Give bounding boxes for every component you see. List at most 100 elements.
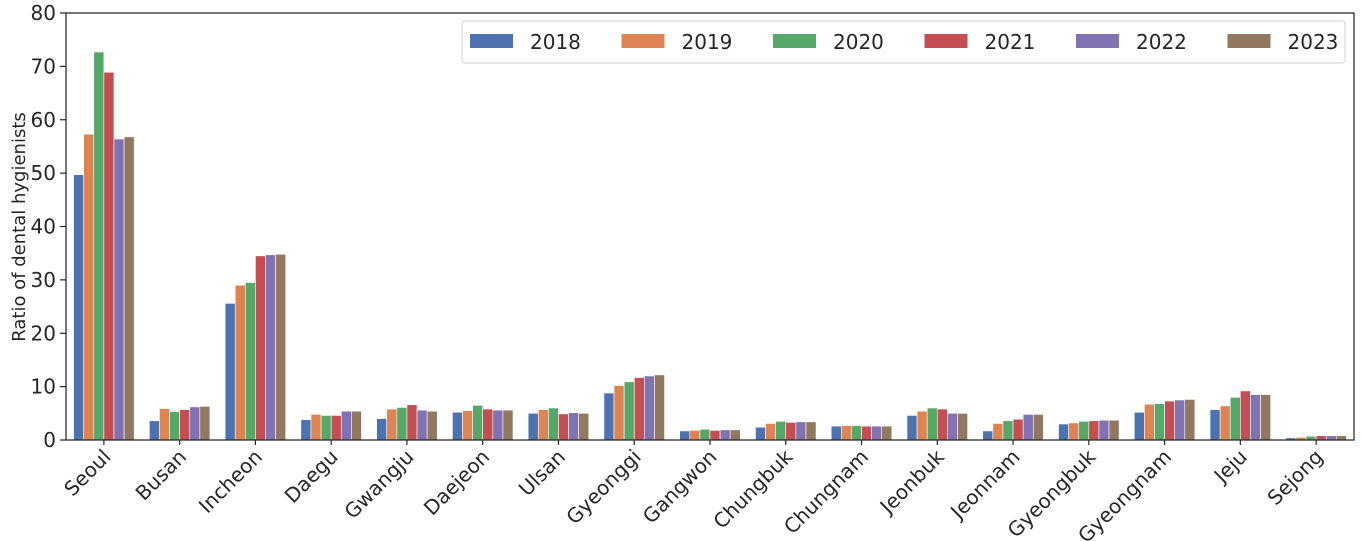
bar-daegu-2021 — [330, 415, 342, 441]
bar-incheon-2019 — [234, 284, 246, 441]
bar-jeonbuk-2019 — [916, 410, 928, 441]
bar-gangwon-2018 — [679, 430, 691, 441]
bar-jeonbuk-2021 — [936, 408, 948, 441]
bar-seoul-2018 — [73, 174, 84, 441]
x-tick-label-seoul: Seoul — [59, 445, 115, 501]
bar-busan-2018 — [149, 420, 160, 441]
x-tick-label-jeonnam: Jeonnam — [944, 445, 1024, 525]
bar-gangwon-2019 — [689, 430, 701, 441]
legend-swatch-2023 — [1227, 34, 1271, 48]
bar-jeonnam-2021 — [1012, 418, 1024, 441]
legend-swatch-2019 — [621, 34, 665, 48]
bar-gyeongnam-2022 — [1174, 399, 1186, 441]
bar-gyeongbuk-2018 — [1058, 423, 1069, 441]
x-tick-label-jeonbuk: Jeonbuk — [874, 444, 949, 519]
x-tick-label-sejong: Sejong — [1262, 445, 1327, 510]
legend-label-2018: 2018 — [530, 30, 581, 54]
bar-gyeonggi-2022 — [644, 375, 655, 441]
legend-label-2022: 2022 — [1136, 30, 1187, 54]
bar-chungnam-2019 — [841, 425, 852, 441]
bar-jeonnam-2023 — [1032, 414, 1044, 441]
bar-gyeongnam-2021 — [1164, 400, 1175, 441]
legend-label-2023: 2023 — [1288, 30, 1339, 54]
y-tick-label: 40 — [31, 215, 56, 239]
bar-jeju-2019 — [1219, 405, 1231, 441]
bar-busan-2021 — [179, 409, 191, 441]
bar-gyeonggi-2019 — [613, 385, 625, 441]
bar-gyeonggi-2021 — [633, 377, 645, 441]
bar-jeonnam-2019 — [992, 423, 1004, 441]
bar-busan-2023 — [199, 406, 211, 441]
bar-gwangju-2020 — [396, 407, 408, 441]
bar-jeonbuk-2018 — [906, 415, 918, 441]
bar-ulsan-2018 — [527, 413, 539, 441]
bar-gwangju-2019 — [386, 408, 398, 441]
bar-daejeon-2018 — [452, 411, 463, 441]
x-tick-label-daegu: Daegu — [280, 445, 343, 508]
bar-chungbuk-2018 — [755, 426, 766, 441]
bar-daegu-2018 — [300, 419, 312, 441]
bar-jeonnam-2020 — [1002, 420, 1014, 441]
bar-daegu-2020 — [320, 415, 332, 441]
bar-daejeon-2022 — [492, 409, 504, 441]
bar-jeju-2022 — [1250, 394, 1261, 441]
bar-seoul-2021 — [103, 71, 115, 441]
bar-seoul-2023 — [123, 136, 135, 441]
legend-swatch-2022 — [1076, 34, 1119, 48]
bar-ulsan-2020 — [548, 407, 559, 441]
bar-daegu-2022 — [340, 410, 352, 441]
bar-chungbuk-2022 — [795, 421, 807, 441]
bar-jeju-2023 — [1260, 394, 1271, 441]
y-axis-title: Ratio of dental hygienists — [9, 112, 30, 342]
bar-jeonnam-2022 — [1022, 414, 1034, 441]
bar-gyeongbuk-2022 — [1098, 419, 1110, 441]
bar-gyeongbuk-2021 — [1088, 420, 1100, 441]
bar-chungbuk-2021 — [785, 422, 797, 441]
bar-gyeongnam-2018 — [1133, 411, 1145, 441]
legend-swatch-2021 — [924, 34, 968, 48]
bar-gwangju-2023 — [426, 410, 438, 441]
bar-gwangju-2021 — [406, 404, 418, 441]
bar-gyeonggi-2018 — [603, 392, 615, 441]
bar-gyeonggi-2023 — [654, 374, 665, 441]
legend-label-2019: 2019 — [682, 30, 733, 54]
bar-gwangju-2018 — [376, 418, 388, 441]
bar-gyeongnam-2019 — [1144, 403, 1155, 441]
y-tick-label: 10 — [31, 375, 56, 399]
bar-gyeongnam-2023 — [1184, 399, 1196, 441]
bar-sejong-2023 — [1336, 435, 1347, 441]
bar-incheon-2022 — [265, 254, 276, 441]
bar-seoul-2019 — [83, 133, 95, 441]
legend-label-2021: 2021 — [985, 30, 1036, 54]
y-tick-label: 70 — [31, 54, 56, 78]
bar-busan-2020 — [169, 411, 180, 441]
bar-gangwon-2022 — [719, 429, 731, 441]
bar-chungnam-2018 — [830, 425, 842, 441]
bar-daegu-2023 — [351, 410, 362, 441]
bar-jeju-2021 — [1240, 390, 1251, 441]
bar-seoul-2020 — [93, 51, 105, 441]
bar-jeonbuk-2020 — [926, 407, 938, 441]
y-tick-label: 60 — [31, 108, 56, 132]
bar-gyeongbuk-2019 — [1068, 422, 1080, 441]
x-tick-label-jeju: Jeju — [1208, 445, 1252, 489]
bar-chungbuk-2020 — [775, 421, 787, 441]
bar-ulsan-2022 — [568, 412, 579, 441]
bar-incheon-2018 — [224, 303, 236, 441]
bar-jeonnam-2018 — [982, 430, 994, 441]
bar-chungnam-2022 — [871, 425, 883, 441]
bar-sejong-2021 — [1315, 435, 1327, 441]
bar-gangwon-2023 — [729, 429, 741, 441]
bar-ulsan-2023 — [578, 413, 590, 441]
bar-daejeon-2023 — [502, 409, 514, 441]
x-tick-label-incheon: Incheon — [194, 445, 267, 518]
bar-busan-2019 — [159, 408, 170, 441]
legend: 2018 2019 2020 2021 2022 2023 — [461, 20, 1346, 64]
y-tick-label: 20 — [31, 321, 56, 345]
bar-incheon-2021 — [255, 255, 266, 441]
bar-jeonbuk-2022 — [947, 413, 958, 441]
bar-jeonbuk-2023 — [957, 413, 968, 441]
bar-gangwon-2020 — [699, 429, 711, 441]
